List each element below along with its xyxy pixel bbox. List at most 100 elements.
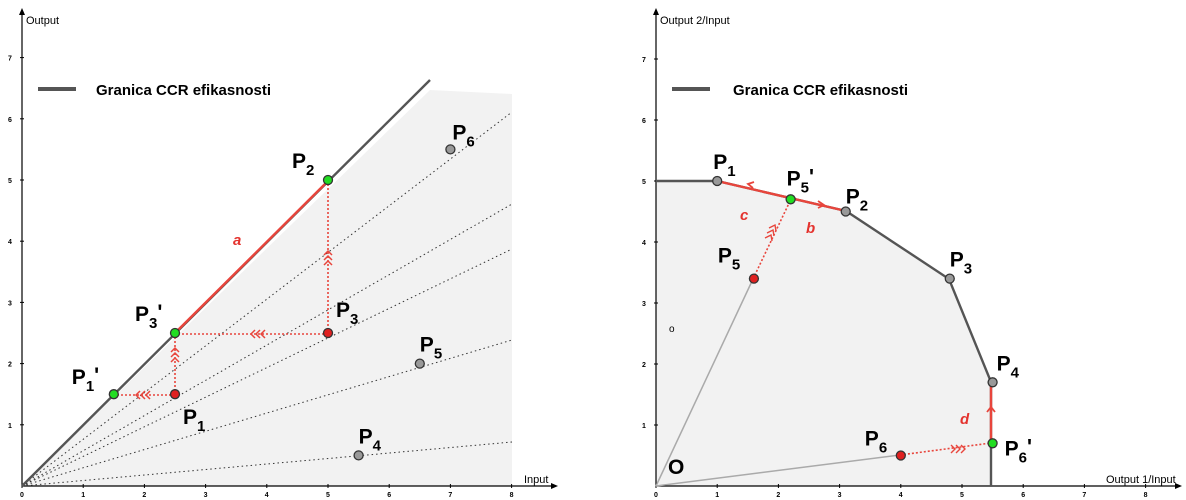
ray — [21, 441, 513, 487]
y-axis-label: Output 2/Input — [660, 15, 730, 27]
point-p5 — [414, 358, 425, 369]
x-axis-label: Output 1/Input — [1106, 474, 1176, 486]
y-axis-label: Output — [26, 15, 59, 27]
point-p1 — [712, 175, 723, 187]
direction-chevrons — [746, 181, 996, 413]
right-diagram: Output 1/Input Output 2/Input 0 1 2 3 4 5 6 7 8 1… — [642, 8, 1182, 499]
point-label: P1' — [72, 364, 99, 395]
chevron-left-icon — [134, 390, 151, 400]
x-tick-label: 4 — [899, 492, 903, 499]
point-label: P5' — [787, 165, 814, 196]
point-p5-prime — [785, 194, 796, 205]
left-points: P1 P1' P2 P3 P3' P4 P5 P6 — [72, 121, 475, 461]
point-p4 — [353, 450, 364, 461]
y-tick-label: 1 — [8, 423, 12, 430]
ray-to-p6 — [655, 454, 901, 487]
chevron-up-icon — [764, 223, 777, 242]
projection-chevrons — [764, 223, 966, 454]
ray-to-p5 — [655, 278, 754, 487]
point-label: P3' — [135, 301, 162, 332]
point-label: P1 — [183, 406, 205, 435]
chevron-up-icon — [986, 405, 996, 413]
point-p6-prime — [987, 438, 998, 449]
x-tick-label: 8 — [1144, 492, 1148, 499]
x-tick-label: 2 — [142, 492, 146, 499]
chevron-right-icon — [817, 200, 826, 209]
x-tick-label: 8 — [510, 492, 514, 499]
point-label: P2 — [292, 150, 314, 179]
y-tick-label: 7 — [642, 57, 646, 64]
point-label: P2 — [846, 186, 868, 215]
x-tick-label: 2 — [776, 492, 780, 499]
x-axis-label: Input — [524, 474, 548, 486]
chevron-up-icon — [170, 346, 180, 363]
y-tick-label: 4 — [642, 240, 646, 247]
point-label: P4 — [359, 425, 382, 454]
legend-text: Granica CCR efikasnosti — [96, 82, 271, 99]
chevron-up-icon — [323, 249, 333, 266]
y-tick-label: 3 — [642, 301, 646, 308]
y-axis-arrow-icon — [19, 8, 25, 15]
y-tick-label: 5 — [642, 179, 646, 186]
y-tick-label: 7 — [8, 56, 12, 63]
x-tick-label: 0 — [20, 492, 24, 499]
y-axis-arrow-icon — [653, 8, 659, 15]
x-tick-label: 6 — [387, 492, 391, 499]
segment-c-label: c — [740, 207, 749, 224]
chevron-left-icon — [249, 329, 266, 339]
y-tick-label: 3 — [8, 300, 12, 307]
chevron-left-icon — [746, 181, 755, 189]
point-p1 — [169, 389, 181, 400]
y-tick-label: 4 — [8, 239, 12, 246]
x-tick-label: 7 — [448, 492, 452, 499]
point-p3 — [944, 273, 955, 284]
origin-label: O — [668, 456, 684, 479]
point-label: P1 — [713, 151, 735, 180]
y-tick-label: 1 — [642, 423, 646, 430]
point-p6 — [445, 144, 456, 155]
x-tick-label: 5 — [960, 492, 964, 499]
x-tick-label: 1 — [715, 492, 719, 499]
x-tick-label: 4 — [265, 492, 269, 499]
right-points: P1 P2 P3 P4 P5 P5' P6 P6' — [712, 151, 1032, 466]
right-ticks: 0 1 2 3 4 5 6 7 8 1 2 3 4 5 6 7 — [642, 57, 1148, 499]
y-tick-label: 6 — [642, 118, 646, 125]
point-p1-prime — [108, 389, 119, 400]
segment-a — [173, 180, 329, 335]
left-diagram: Input Output 0 1 2 3 4 5 6 7 8 1 2 3 4 5 6 7 a — [8, 8, 558, 499]
point-p2 — [840, 206, 851, 217]
feasible-region — [22, 90, 512, 486]
point-label: P3 — [950, 249, 972, 278]
y-tick-label: 2 — [642, 362, 646, 369]
point-p3-prime — [169, 327, 181, 339]
segment-cb — [716, 179, 847, 213]
x-tick-label: 5 — [326, 492, 330, 499]
y-tick-label: 2 — [8, 362, 12, 369]
segment-a-label: a — [233, 232, 241, 249]
point-label: P6 — [452, 121, 474, 150]
y-tick-label: 6 — [8, 117, 12, 124]
x-axis-arrow-icon — [1175, 483, 1182, 489]
ray — [21, 248, 513, 487]
segment-b-label: b — [806, 220, 815, 237]
point-p2 — [322, 174, 334, 186]
point-p4 — [987, 377, 998, 388]
x-tick-label: 3 — [204, 492, 208, 499]
x-tick-label: 3 — [838, 492, 842, 499]
point-p6 — [895, 450, 906, 461]
point-label: P3 — [336, 299, 358, 328]
direction-chevrons — [134, 249, 333, 400]
point-label: P6 — [865, 428, 887, 457]
point-label: P6' — [1005, 435, 1032, 466]
x-axis-arrow-icon — [551, 483, 558, 489]
point-p3 — [322, 327, 334, 339]
feasible-region — [656, 181, 991, 486]
point-p5 — [748, 273, 760, 284]
ray — [21, 111, 513, 487]
x-tick-label: 7 — [1082, 492, 1086, 499]
x-tick-label: 1 — [81, 492, 85, 499]
point-label: P4 — [997, 352, 1020, 381]
small-o-label: o — [669, 324, 675, 335]
point-label: P5 — [420, 334, 442, 363]
